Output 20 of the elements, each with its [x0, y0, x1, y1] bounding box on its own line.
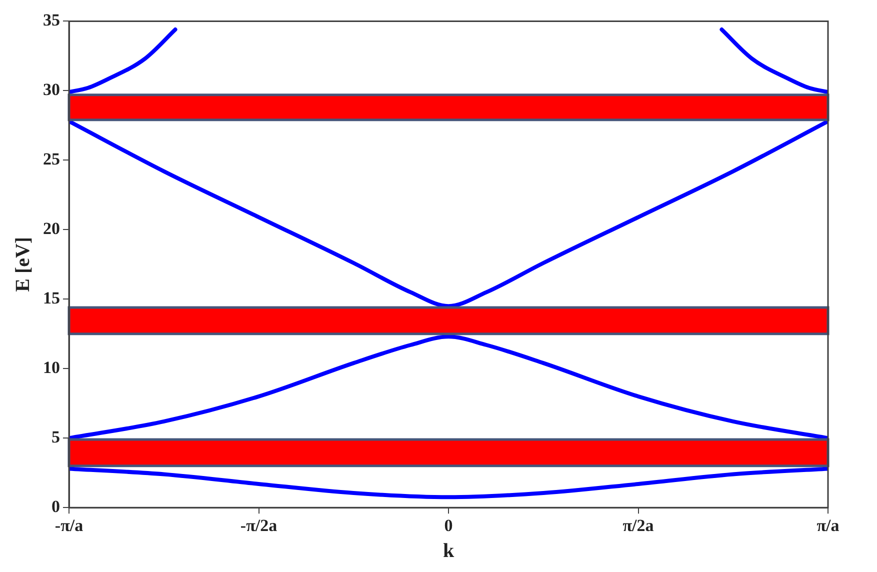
line-series [69, 466, 828, 500]
y-tick-label: 30 [43, 80, 60, 100]
line-series [69, 119, 828, 308]
line-series [720, 28, 828, 94]
y-tick-label: 0 [52, 496, 60, 516]
y-tick-label: 5 [52, 428, 60, 447]
y-axis-title: E [eV] [12, 236, 34, 292]
x-axis-title: k [442, 540, 455, 562]
x-tick-label: -π/2a [240, 516, 278, 536]
x-tick-label: -π/a [54, 516, 84, 536]
line-series [69, 28, 178, 94]
x-tick-label: π/2a [622, 516, 654, 536]
y-tick-label: 10 [43, 358, 60, 378]
y-tick-label: 15 [43, 288, 60, 308]
y-tick-label: 35 [43, 10, 60, 30]
y-tick-label: 25 [43, 150, 60, 169]
y-tick-label: 20 [43, 219, 60, 238]
x-tick-label: π/a [816, 516, 840, 536]
line-series [69, 334, 828, 440]
x-tick-label: 0 [444, 516, 453, 536]
